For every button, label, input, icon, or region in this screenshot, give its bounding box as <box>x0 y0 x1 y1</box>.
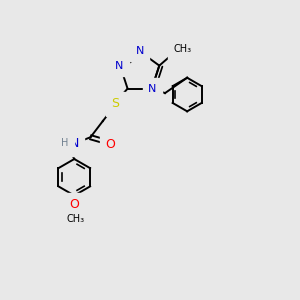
Text: H: H <box>61 137 68 148</box>
Text: O: O <box>106 137 116 151</box>
Text: CH₃: CH₃ <box>174 44 192 54</box>
Text: N: N <box>69 137 79 150</box>
Text: N: N <box>148 84 157 94</box>
Text: O: O <box>69 199 79 212</box>
Text: CH₃: CH₃ <box>66 214 84 224</box>
Text: N: N <box>136 46 144 56</box>
Text: N: N <box>115 61 124 70</box>
Text: S: S <box>111 98 119 110</box>
